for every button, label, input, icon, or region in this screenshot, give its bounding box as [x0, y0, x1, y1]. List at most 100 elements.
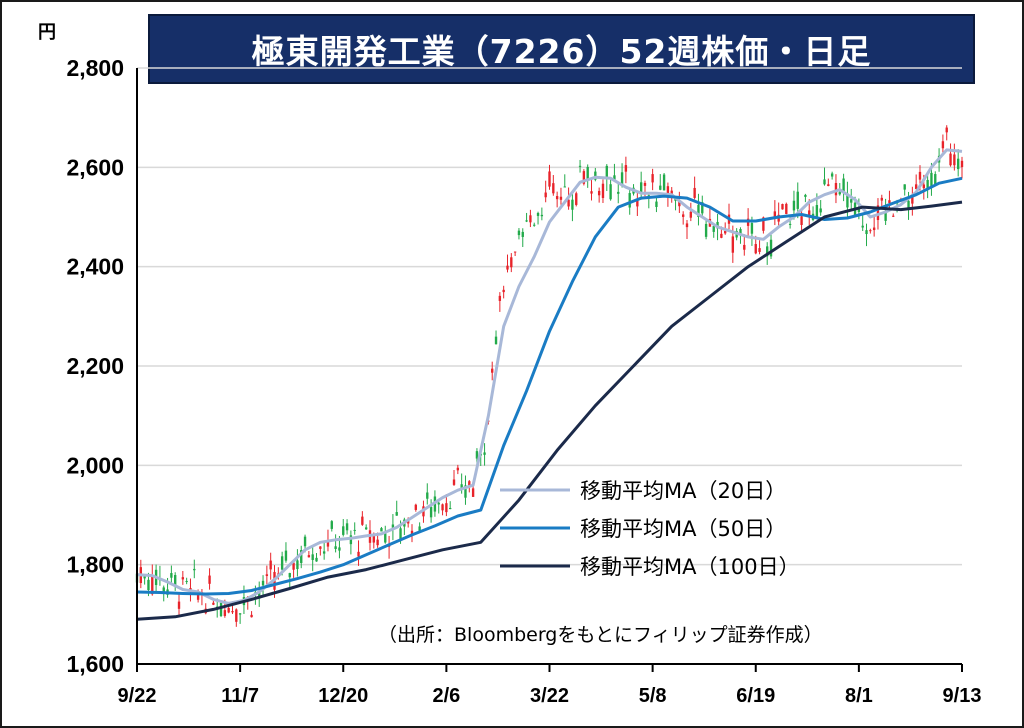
candle-body [513, 251, 517, 253]
y-tick-label: 2,000 [66, 452, 124, 478]
candle-body [315, 557, 318, 562]
candle-body [594, 171, 597, 180]
candle-body [876, 205, 880, 221]
axes: 1,600 1,800 2,000 2,200 2,400 2,600 2,800 9/22 1… [66, 55, 981, 707]
candle-body [926, 179, 929, 189]
candle-body [449, 507, 452, 510]
x-tick-label: 12/20 [318, 685, 368, 707]
candle-body [414, 504, 418, 510]
candle-body [540, 214, 544, 217]
candle-body [930, 172, 933, 187]
candle-body [196, 593, 200, 600]
candle-body [800, 216, 803, 225]
candle-body [739, 229, 742, 235]
candle-body [563, 186, 566, 188]
candle-body [380, 528, 383, 532]
candle-body [750, 223, 754, 234]
candle-body [743, 244, 746, 250]
candle-body [445, 503, 448, 513]
candle-body [685, 223, 689, 228]
candle-body [510, 257, 513, 268]
candle-body [372, 534, 375, 543]
candle-body [544, 192, 547, 198]
candle-body [731, 236, 735, 253]
candle-body [838, 192, 841, 195]
candle-body [303, 536, 307, 547]
candle-body [766, 246, 769, 257]
candlesticks [135, 125, 964, 627]
chart-title-box: 極東開発工業（7226）52週株価・日足 [148, 14, 975, 84]
ma-line-2 [136, 176, 963, 596]
candle-body [265, 574, 269, 576]
candle-body [586, 166, 589, 181]
x-tick-label: 9/22 [118, 685, 157, 707]
candle-body [494, 336, 498, 345]
candle-body [666, 186, 670, 196]
candle-body [823, 179, 826, 185]
candle-body [288, 573, 291, 578]
candle-body [238, 613, 242, 615]
candle-body [934, 174, 937, 185]
candle-body [517, 230, 521, 236]
candle-body [418, 526, 421, 531]
candle-body [697, 204, 700, 217]
candle-body [662, 174, 666, 191]
candle-body [376, 539, 379, 546]
candle-body [364, 527, 368, 530]
candle-body [949, 153, 952, 166]
candle-body [529, 215, 532, 223]
candle-body [471, 488, 475, 497]
candle-body [555, 196, 559, 200]
candle-body [956, 158, 960, 170]
candle-body [617, 191, 620, 194]
x-tick-label: 5/8 [639, 685, 667, 707]
candle-body [941, 141, 945, 149]
candle-body [601, 183, 605, 198]
candle-body [452, 479, 456, 485]
candle-body [437, 502, 440, 505]
candle-body [628, 193, 631, 208]
candle-body [953, 154, 956, 166]
candle-body [597, 190, 601, 196]
candle-body [788, 223, 792, 225]
candle-body [361, 516, 364, 525]
candle-body [762, 217, 765, 231]
candle-body [410, 530, 414, 536]
candle-body [429, 506, 433, 518]
y-tick-label: 1,600 [66, 651, 124, 677]
candle-body [712, 226, 715, 232]
candle-body [861, 225, 864, 228]
candle-body [651, 174, 654, 183]
candle-body [639, 182, 643, 194]
candle-body [884, 210, 887, 221]
candle-body [147, 579, 150, 591]
candle-body [781, 204, 784, 210]
candle-body [960, 160, 964, 168]
candle-body [636, 199, 639, 207]
candle-body [269, 560, 272, 570]
candle-body [174, 575, 177, 586]
candle-body [342, 526, 345, 535]
candle-body [307, 555, 311, 558]
candle-body [391, 524, 395, 528]
candle-body [880, 197, 883, 201]
candle-body [678, 200, 681, 207]
y-tick-label: 2,200 [66, 353, 124, 379]
candle-body [819, 208, 822, 213]
candle-body [559, 196, 563, 200]
candle-body [693, 187, 696, 198]
candle-body [319, 546, 322, 549]
candle-body [231, 611, 234, 613]
candle-body [865, 230, 868, 235]
candle-body [903, 184, 906, 190]
candle-body [918, 171, 922, 180]
candle-body [758, 248, 761, 252]
x-tick-label: 8/1 [845, 685, 873, 707]
candle-body [804, 194, 807, 197]
candle-body [460, 484, 463, 489]
candle-body [208, 575, 211, 584]
candle-body [590, 191, 593, 194]
candle-body [280, 556, 284, 570]
